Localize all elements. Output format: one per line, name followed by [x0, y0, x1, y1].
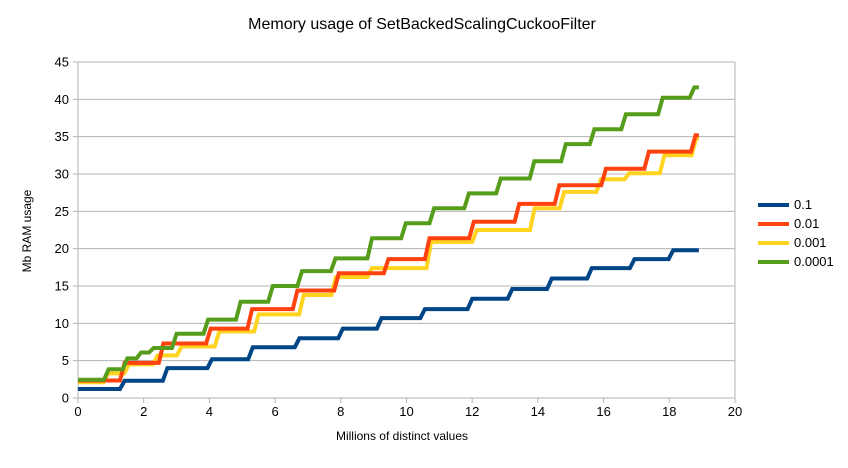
legend-swatch-0.001: [758, 240, 789, 245]
x-tick-label: 16: [596, 404, 610, 419]
legend-entry-0.001: 0.001: [758, 233, 834, 252]
x-tick-label: 4: [206, 404, 213, 419]
legend-label: 0.1: [794, 197, 813, 212]
y-tick-label: 10: [55, 316, 69, 331]
x-tick-label: 12: [465, 404, 479, 419]
x-tick-label: 2: [140, 404, 147, 419]
x-tick-label: 6: [271, 404, 278, 419]
y-tick-label: 40: [55, 92, 69, 107]
series-line-0.0001: [78, 85, 699, 382]
legend-label: 0.0001: [794, 254, 834, 269]
x-tick-label: 20: [728, 404, 742, 419]
y-tick-label: 0: [62, 391, 69, 406]
series-line-0.01: [78, 133, 699, 383]
legend-entry-0.0001: 0.0001: [758, 252, 834, 271]
chart-title: Memory usage of SetBackedScalingCuckooFi…: [248, 16, 596, 33]
y-tick-label: 45: [55, 55, 69, 70]
legend-swatch-0.1: [758, 202, 789, 207]
legend-entry-0.1: 0.1: [758, 195, 834, 214]
x-axis-title: Millions of distinct values: [335, 429, 469, 443]
series-line-0.1: [78, 248, 699, 391]
x-tick-label: 0: [74, 404, 81, 419]
y-tick-label: 5: [62, 353, 69, 368]
x-tick-label: 14: [531, 404, 545, 419]
legend-entry-0.01: 0.01: [758, 214, 834, 233]
y-tick-label: 30: [55, 167, 69, 182]
x-tick-label: 18: [662, 404, 676, 419]
y-tick-label: 20: [55, 241, 69, 256]
legend-swatch-0.0001: [758, 259, 789, 264]
y-tick-label: 25: [55, 204, 69, 219]
y-tick-label: 15: [55, 279, 69, 294]
x-tick-label: 8: [337, 404, 344, 419]
legend-swatch-0.01: [758, 221, 789, 226]
legend-label: 0.01: [794, 216, 820, 231]
x-tick-label: 10: [399, 404, 413, 419]
y-tick-label: 35: [55, 129, 69, 144]
legend: 0.1 0.01 0.001 0.0001: [758, 195, 834, 271]
legend-label: 0.001: [794, 235, 827, 250]
